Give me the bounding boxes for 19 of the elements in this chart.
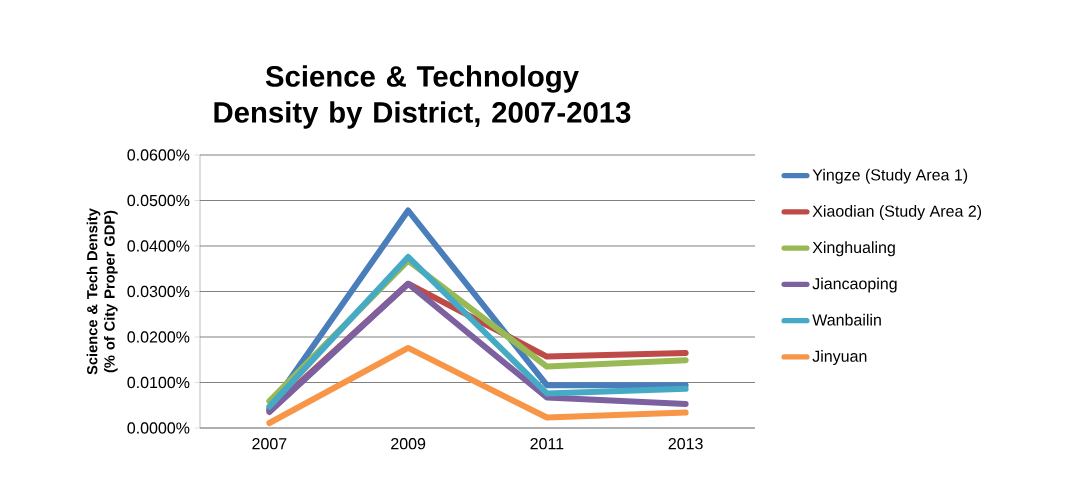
legend-label: Xinghualing — [812, 241, 895, 257]
legend-label: Yingze (Study Area 1) — [812, 168, 968, 184]
y-tick-label: 0.0600% — [127, 149, 190, 161]
chart-title: Science & Technology Density by District, 2007-2013 — [214, 65, 631, 129]
y-tick-label: 0.0000% — [127, 422, 190, 434]
y-tick-label: 0.0400% — [127, 240, 190, 252]
x-tick-label: 2013 — [668, 438, 703, 450]
y-tick-label: 0.0100% — [127, 376, 190, 389]
x-tick-label: 2009 — [391, 438, 426, 450]
y-tick-label: 0.0200% — [127, 331, 190, 343]
x-tick-label: 2007 — [252, 438, 287, 450]
x-tick-label: 2011 — [530, 438, 564, 450]
y-tick-label: 0.0300% — [127, 285, 190, 298]
legend-label: Wanbailin — [812, 313, 881, 326]
legend-label: Jiancaoping — [812, 277, 897, 293]
legend-label: Jinyuan — [812, 350, 867, 366]
y-tick-label: 0.0500% — [127, 194, 190, 207]
legend-label: Xiaodian (Study Area 2) — [812, 205, 982, 220]
y-axis-title: Science & Tech Density (% of City Proper GDP) — [86, 208, 118, 375]
